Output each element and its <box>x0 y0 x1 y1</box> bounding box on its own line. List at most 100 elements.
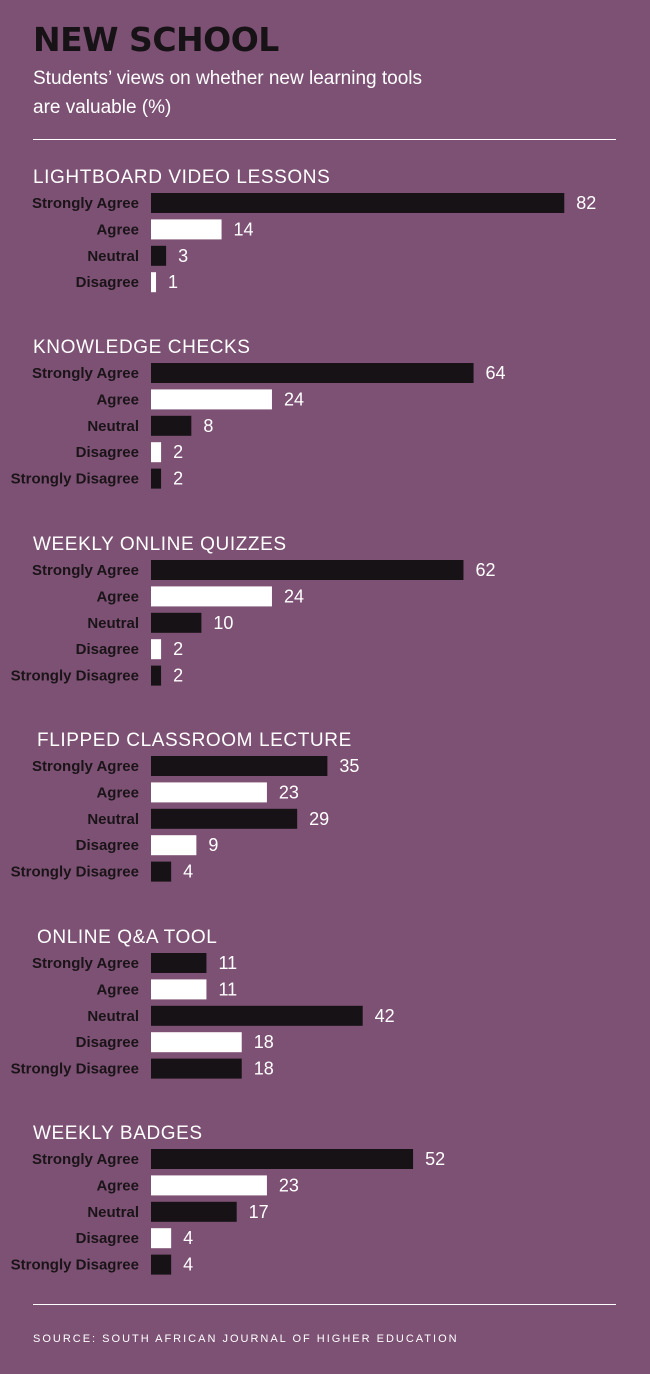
category-label: Agree <box>96 1177 139 1194</box>
category-label: Strongly Agree <box>32 758 139 775</box>
category-label: Agree <box>96 784 139 801</box>
value-label: 4 <box>183 862 193 882</box>
section-title: LIGHTBOARD VIDEO LESSONS <box>33 167 330 188</box>
category-label: Disagree <box>76 1034 139 1051</box>
bar <box>151 861 172 882</box>
section-title: WEEKLY BADGES <box>33 1123 203 1144</box>
section-title: FLIPPED CLASSROOM LECTURE <box>37 730 352 751</box>
category-label: Strongly Agree <box>32 1151 139 1168</box>
value-label: 64 <box>486 363 506 383</box>
bar <box>151 1005 363 1026</box>
bar <box>151 245 167 266</box>
value-label: 2 <box>173 666 183 686</box>
value-label: 23 <box>279 1175 299 1195</box>
value-label: 82 <box>576 193 596 213</box>
value-label: 4 <box>183 1255 193 1275</box>
value-label: 42 <box>375 1006 395 1026</box>
bar <box>151 1201 237 1222</box>
category-label: Neutral <box>87 615 139 632</box>
value-label: 17 <box>249 1202 269 1222</box>
category-label: Agree <box>96 221 139 238</box>
category-label: Strongly Agree <box>32 365 139 382</box>
section-title: WEEKLY ONLINE QUIZZES <box>33 534 287 555</box>
bar <box>151 586 272 607</box>
category-label: Neutral <box>87 248 139 265</box>
value-label: 18 <box>254 1059 274 1079</box>
category-label: Strongly Disagree <box>11 668 139 685</box>
category-label: Neutral <box>87 1008 139 1025</box>
bar <box>151 756 328 776</box>
value-label: 14 <box>234 219 254 239</box>
bar <box>151 612 202 633</box>
bar <box>151 1058 242 1079</box>
chart-group: WEEKLY BADGES Strongly Agree 52 Agree 23 Neut… <box>11 1123 445 1275</box>
category-label: Strongly Disagree <box>11 471 139 488</box>
bar <box>151 1175 267 1196</box>
category-label: Disagree <box>76 837 139 854</box>
value-label: 2 <box>173 639 183 659</box>
bar <box>151 782 267 803</box>
value-label: 3 <box>178 246 188 266</box>
category-label: Neutral <box>87 418 139 435</box>
bar <box>151 953 207 973</box>
category-label: Strongly Agree <box>32 195 139 212</box>
category-label: Neutral <box>87 1204 139 1221</box>
bar <box>151 1032 242 1053</box>
value-label: 2 <box>173 442 183 462</box>
category-label: Strongly Agree <box>32 562 139 579</box>
bar <box>151 1254 172 1275</box>
category-label: Strongly Agree <box>32 955 139 972</box>
section-title: KNOWLEDGE CHECKS <box>33 337 251 358</box>
bar <box>151 272 157 293</box>
bar <box>151 560 464 580</box>
bar <box>151 363 474 383</box>
bar <box>151 389 272 410</box>
value-label: 11 <box>218 953 237 973</box>
bar <box>151 1149 414 1169</box>
value-label: 24 <box>284 586 304 606</box>
value-label: 2 <box>173 469 183 489</box>
value-label: 24 <box>284 389 304 409</box>
category-label: Agree <box>96 588 139 605</box>
category-label: Strongly Disagree <box>11 1061 139 1078</box>
chart-group: WEEKLY ONLINE QUIZZES Strongly Agree 62 Agr… <box>11 534 496 686</box>
category-label: Disagree <box>76 1230 139 1247</box>
category-label: Strongly Disagree <box>11 1257 139 1274</box>
category-label: Agree <box>96 981 139 998</box>
bar <box>151 1228 172 1249</box>
chart-title: NEW SCHOOL <box>33 20 279 59</box>
category-label: Strongly Disagree <box>11 864 139 881</box>
category-label: Disagree <box>76 444 139 461</box>
value-label: 52 <box>425 1149 445 1169</box>
bar <box>151 219 222 240</box>
bar <box>151 442 162 463</box>
section-title: ONLINE Q&A TOOL <box>37 927 217 948</box>
value-label: 4 <box>183 1228 193 1248</box>
value-label: 8 <box>203 416 213 436</box>
value-label: 11 <box>218 979 237 999</box>
value-label: 62 <box>475 560 495 580</box>
value-label: 23 <box>279 782 299 802</box>
top-divider <box>33 139 616 140</box>
value-label: 35 <box>339 756 359 776</box>
bar <box>151 979 207 1000</box>
bar <box>151 468 162 489</box>
bar <box>151 835 197 856</box>
value-label: 29 <box>309 809 329 829</box>
category-label: Disagree <box>76 641 139 658</box>
bar <box>151 808 298 829</box>
chart-group: LIGHTBOARD VIDEO LESSONS Strongly Agree 82… <box>32 167 596 293</box>
value-label: 9 <box>208 835 218 855</box>
bar <box>151 665 162 686</box>
chart-group: KNOWLEDGE CHECKS Strongly Agree 64 Agree 24 N… <box>11 337 506 489</box>
chart-group: ONLINE Q&A TOOL Strongly Agree 11 Agree 11 Ne… <box>11 927 395 1079</box>
source-note: SOURCE: SOUTH AFRICAN JOURNAL OF HIGHER … <box>33 1333 459 1345</box>
value-label: 18 <box>254 1032 274 1052</box>
category-label: Agree <box>96 391 139 408</box>
bottom-divider <box>33 1304 616 1305</box>
value-label: 10 <box>213 613 233 633</box>
chart-subtitle: Students’ views on whether new learning … <box>33 68 423 118</box>
bar <box>151 639 162 660</box>
category-label: Neutral <box>87 811 139 828</box>
